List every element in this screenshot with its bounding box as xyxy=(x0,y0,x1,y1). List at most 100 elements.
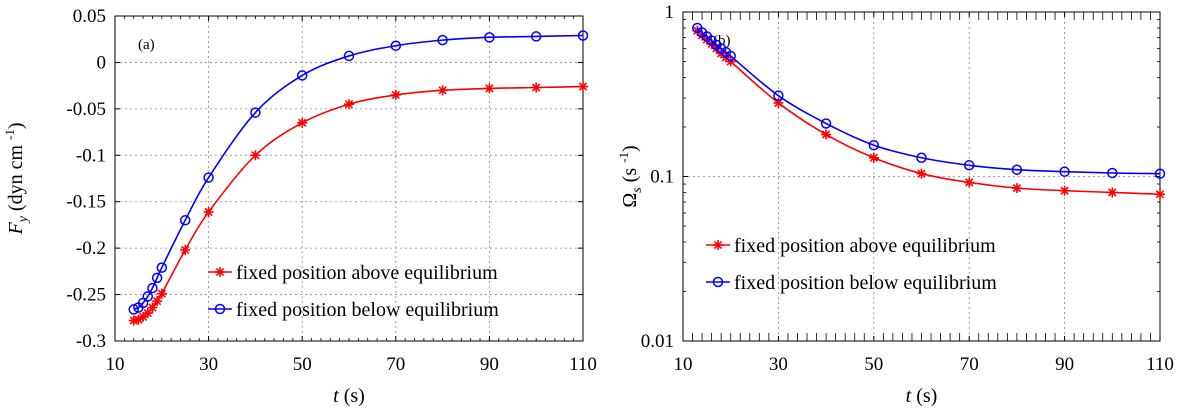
data-point xyxy=(250,107,261,118)
x-axis-symbol: t xyxy=(906,385,912,407)
x-axis-unit: (s) xyxy=(911,385,937,407)
data-point xyxy=(725,56,736,67)
data-point xyxy=(147,302,158,313)
x-axis-unit: (s) xyxy=(339,385,365,407)
panel-label: (a) xyxy=(138,37,155,53)
legend-marker xyxy=(712,276,724,288)
y-axis-unit: (s xyxy=(619,163,641,187)
y-axis-unit: (dyn cm xyxy=(5,140,27,216)
data-point xyxy=(820,118,832,129)
data-point xyxy=(725,50,736,62)
data-point xyxy=(142,291,154,302)
data-point xyxy=(203,206,214,217)
y-tick-label: -0.3 xyxy=(76,331,106,352)
legend-item: fixed position above equilibrium xyxy=(706,235,996,257)
data-point xyxy=(773,90,784,101)
y-tick-label: -0.2 xyxy=(76,238,106,259)
x-tick-label: 50 xyxy=(864,354,883,375)
x-tick-label: 90 xyxy=(480,354,499,375)
x-tick-label: 10 xyxy=(674,354,693,375)
y-tick-label: -0.1 xyxy=(76,145,106,166)
data-point xyxy=(437,85,448,96)
data-point xyxy=(578,81,588,92)
y-axis-unit-close: ) xyxy=(619,145,641,152)
data-point xyxy=(203,172,214,183)
series-line xyxy=(133,34,584,311)
data-point xyxy=(151,272,163,284)
data-point xyxy=(530,31,542,42)
data-point xyxy=(484,32,495,43)
chart-panel-a: 10 30 50 70 90 110 -0.3 -0.25 -0.2 -0.15 -0.1 -0.05… xyxy=(2,6,597,407)
y-axis-ticks xyxy=(683,11,1160,342)
legend-item: fixed position below equilibrium xyxy=(706,272,997,294)
legend-marker xyxy=(713,240,723,250)
data-point xyxy=(1107,187,1118,198)
y-tick-label: -0.15 xyxy=(66,192,106,213)
data-point xyxy=(297,117,308,128)
data-point xyxy=(916,152,927,164)
x-tick-label: 110 xyxy=(1146,354,1174,375)
y-axis-subscript: y xyxy=(16,215,31,224)
x-axis-ticks xyxy=(682,12,1161,341)
y-axis-unit-close: ) xyxy=(5,122,27,129)
legend-label: fixed position above equilibrium xyxy=(734,235,996,257)
data-point xyxy=(868,152,879,163)
x-axis-label: t (s) xyxy=(906,385,938,407)
y-tick-label: 1 xyxy=(665,2,675,23)
data-point xyxy=(484,83,495,94)
series-below xyxy=(692,22,1166,179)
series-above xyxy=(128,81,588,326)
data-point xyxy=(250,150,261,161)
data-point xyxy=(1107,167,1118,179)
y-tick-label: -0.05 xyxy=(66,99,106,120)
data-point xyxy=(577,30,589,41)
legend-label: fixed position below equilibrium xyxy=(734,272,997,294)
legend-label: fixed position below equilibrium xyxy=(236,299,499,321)
x-axis-symbol: t xyxy=(333,385,339,407)
data-point xyxy=(156,288,167,299)
data-point xyxy=(344,99,354,110)
x-tick-label: 30 xyxy=(199,354,218,375)
x-tick-label: 30 xyxy=(769,354,788,375)
legend-label: fixed position above equilibrium xyxy=(236,262,498,284)
y-tick-label: 0 xyxy=(97,52,107,73)
y-axis-symbol: Ω xyxy=(619,193,641,208)
y-axis-label: Fy (dyn cm -1) xyxy=(2,122,31,235)
y-axis-exponent: -1 xyxy=(616,152,631,163)
data-point xyxy=(1059,185,1070,196)
x-tick-label: 50 xyxy=(293,354,312,375)
y-tick-label: 0.05 xyxy=(73,6,106,27)
data-point xyxy=(390,40,402,51)
data-point xyxy=(147,282,158,294)
data-point xyxy=(437,34,448,46)
y-axis-ticks xyxy=(115,15,583,342)
legend-marker xyxy=(215,267,225,277)
y-tick-label: 0.1 xyxy=(650,167,674,188)
data-point xyxy=(390,89,401,100)
data-point xyxy=(1011,183,1022,194)
data-point xyxy=(1154,168,1166,179)
series-below xyxy=(128,30,589,315)
data-point xyxy=(343,50,355,62)
y-tick-label: -0.25 xyxy=(66,285,106,306)
data-point xyxy=(916,168,927,179)
x-tick-label: 10 xyxy=(106,354,125,375)
x-axis-label: t (s) xyxy=(333,385,365,407)
data-point xyxy=(531,82,542,93)
legend-marker xyxy=(214,303,226,315)
plot-frame xyxy=(114,15,584,342)
data-point xyxy=(963,160,975,171)
data-point xyxy=(964,177,975,188)
y-axis-exponent: -1 xyxy=(2,129,17,140)
data-point xyxy=(179,215,191,226)
x-tick-label: 110 xyxy=(569,354,597,375)
data-point xyxy=(152,296,163,307)
series-line xyxy=(696,27,1161,175)
legend-item: fixed position above equilibrium xyxy=(208,262,498,284)
x-tick-label: 90 xyxy=(1055,354,1074,375)
data-point xyxy=(1059,166,1070,177)
data-point xyxy=(128,304,139,315)
series-line xyxy=(696,30,1161,196)
